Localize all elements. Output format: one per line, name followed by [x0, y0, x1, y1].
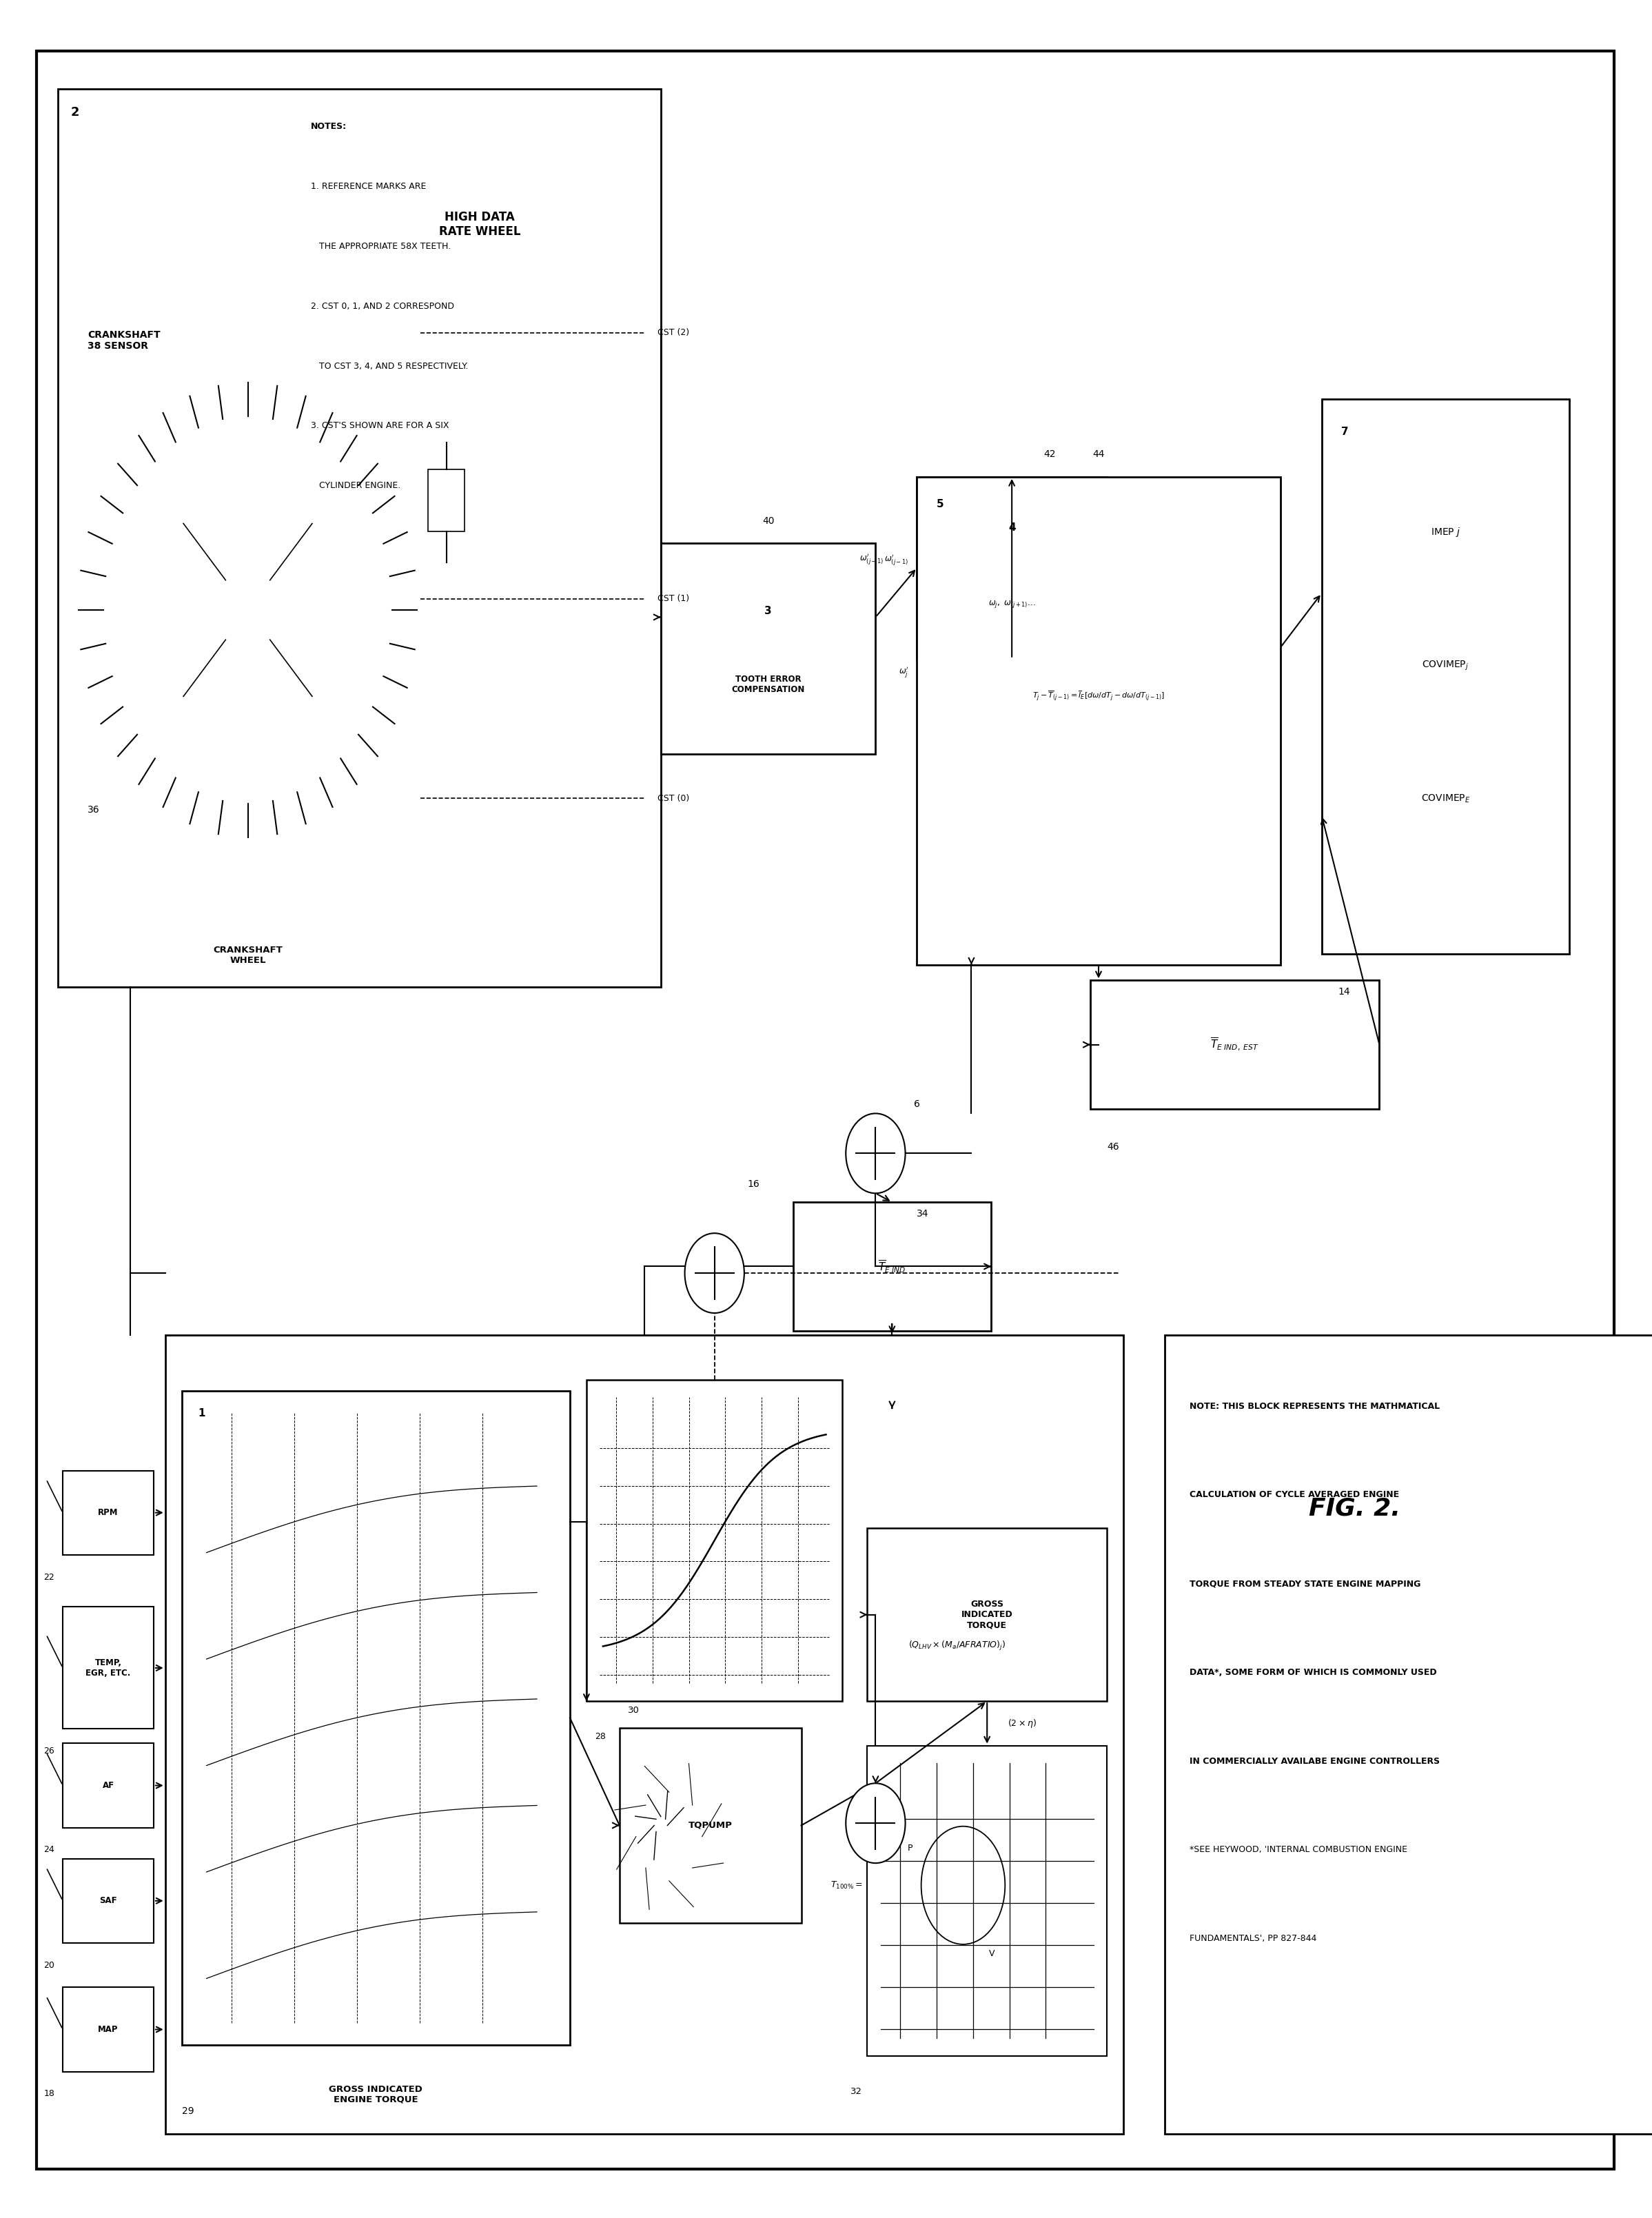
Bar [917, 477, 1280, 965]
Text: TO CST 3, 4, AND 5 RESPECTIVELY.: TO CST 3, 4, AND 5 RESPECTIVELY. [311, 362, 469, 370]
Text: 30: 30 [628, 1706, 639, 1715]
Text: $(Q_{LHV}\times(M_a/AFRATIO)_j)$: $(Q_{LHV}\times(M_a/AFRATIO)_j)$ [909, 1639, 1006, 1652]
Text: 34: 34 [917, 1209, 928, 1218]
Text: 3: 3 [765, 606, 771, 617]
Text: TOOTH ERROR
COMPENSATION: TOOTH ERROR COMPENSATION [732, 674, 805, 694]
Text: NOTES:: NOTES: [311, 122, 347, 131]
Text: 46: 46 [1107, 1142, 1118, 1151]
Bar [63, 1743, 154, 1828]
Bar [63, 1606, 154, 1730]
Text: 42: 42 [1044, 450, 1056, 459]
Text: CST (1): CST (1) [657, 594, 689, 603]
Text: $\omega_j,\ \omega_{(j+1)}$...: $\omega_j,\ \omega_{(j+1)}$... [988, 599, 1036, 610]
Text: 29: 29 [182, 2107, 193, 2116]
Text: *SEE HEYWOOD, 'INTERNAL COMBUSTION ENGINE: *SEE HEYWOOD, 'INTERNAL COMBUSTION ENGIN… [1189, 1845, 1408, 1854]
Text: 7: 7 [1341, 428, 1348, 437]
Text: 16: 16 [748, 1180, 760, 1189]
Text: 4: 4 [1008, 523, 1016, 532]
Text: 20: 20 [43, 1961, 55, 1970]
Text: $\overline{T}_{E\ IND,\ EST}$: $\overline{T}_{E\ IND,\ EST}$ [1211, 1036, 1259, 1054]
Bar [63, 1471, 154, 1555]
Text: HIGH DATA
RATE WHEEL: HIGH DATA RATE WHEEL [439, 211, 520, 237]
Text: DATA*, SOME FORM OF WHICH IS COMMONLY USED: DATA*, SOME FORM OF WHICH IS COMMONLY US… [1189, 1668, 1437, 1677]
Bar [1322, 399, 1569, 954]
Bar [867, 1746, 1107, 2056]
Bar [58, 89, 661, 987]
Text: TEMP,
EGR, ETC.: TEMP, EGR, ETC. [86, 1659, 131, 1677]
Bar [1165, 1335, 1652, 2134]
Text: COVIMEP$_j$: COVIMEP$_j$ [1422, 659, 1469, 672]
Bar [182, 1391, 570, 2045]
Text: TQPUMP: TQPUMP [689, 1821, 732, 1830]
Bar [867, 1528, 1107, 1701]
Text: CRANKSHAFT
WHEEL: CRANKSHAFT WHEEL [213, 945, 282, 965]
Text: GROSS
INDICATED
TORQUE: GROSS INDICATED TORQUE [961, 1599, 1013, 1630]
Text: CST (0): CST (0) [657, 794, 689, 803]
Bar [63, 1987, 154, 2072]
Text: $\overline{T}_{E\ IND}$: $\overline{T}_{E\ IND}$ [879, 1260, 905, 1273]
Text: COVIMEP$_E$: COVIMEP$_E$ [1421, 792, 1470, 805]
Text: 1: 1 [198, 1408, 205, 1420]
Bar [661, 543, 876, 754]
Text: THE APPROPRIATE 58X TEETH.: THE APPROPRIATE 58X TEETH. [311, 242, 451, 251]
Text: 40: 40 [762, 517, 775, 526]
Bar [586, 1380, 843, 1701]
Text: $\omega_j'$: $\omega_j'$ [899, 665, 909, 679]
Text: 18: 18 [43, 2089, 55, 2098]
Text: 5: 5 [937, 499, 943, 510]
Text: 2. CST 0, 1, AND 2 CORRESPOND: 2. CST 0, 1, AND 2 CORRESPOND [311, 302, 454, 311]
Circle shape [846, 1783, 905, 1863]
Text: FIG. 2.: FIG. 2. [1308, 1497, 1401, 1519]
Text: CST (2): CST (2) [657, 328, 689, 337]
Text: 26: 26 [43, 1748, 55, 1757]
Text: 24: 24 [43, 1845, 55, 1854]
Bar [165, 1335, 1123, 2134]
Bar [428, 468, 464, 530]
Text: IMEP $j$: IMEP $j$ [1431, 526, 1460, 539]
Bar [793, 1202, 991, 1331]
Circle shape [686, 1233, 743, 1313]
Text: $T_j - \overline{T}_{(j-1)} = \overline{I}_E[d\omega/dT_j - d\omega/dT_{(j-1)}]$: $T_j - \overline{T}_{(j-1)} = \overline{… [1032, 690, 1165, 703]
Text: 14: 14 [1338, 987, 1350, 996]
Text: 28: 28 [595, 1732, 606, 1741]
Text: $T_{100\%}=$: $T_{100\%}=$ [831, 1881, 862, 1890]
Text: 6: 6 [914, 1100, 920, 1109]
Text: CALCULATION OF CYCLE AVERAGED ENGINE: CALCULATION OF CYCLE AVERAGED ENGINE [1189, 1490, 1399, 1499]
Text: NOTE: THIS BLOCK REPRESENTS THE MATHMATICAL: NOTE: THIS BLOCK REPRESENTS THE MATHMATI… [1189, 1402, 1439, 1411]
Text: V: V [990, 1950, 995, 1958]
Text: RPM: RPM [97, 1508, 119, 1517]
Text: $(2\times\eta)$: $(2\times\eta)$ [1008, 1717, 1036, 1730]
Text: IN COMMERCIALLY AVAILABE ENGINE CONTROLLERS: IN COMMERCIALLY AVAILABE ENGINE CONTROLL… [1189, 1757, 1439, 1766]
Text: MAP: MAP [97, 2025, 119, 2034]
Text: GROSS INDICATED
ENGINE TORQUE: GROSS INDICATED ENGINE TORQUE [329, 2085, 423, 2105]
Bar [1090, 980, 1379, 1109]
Text: 44: 44 [1092, 450, 1105, 459]
Text: CRANKSHAFT
38 SENSOR: CRANKSHAFT 38 SENSOR [88, 330, 160, 350]
Text: $\omega_{(j-1)}'$: $\omega_{(j-1)}'$ [859, 552, 884, 566]
Text: 36: 36 [88, 805, 99, 814]
Circle shape [846, 1113, 905, 1193]
Text: SAF: SAF [99, 1896, 117, 1905]
Text: 1. REFERENCE MARKS ARE: 1. REFERENCE MARKS ARE [311, 182, 426, 191]
Text: 22: 22 [43, 1573, 55, 1581]
Text: $\omega_{(j-1)}'$: $\omega_{(j-1)}'$ [884, 552, 909, 568]
Text: AF: AF [102, 1781, 114, 1790]
Bar [917, 477, 1107, 659]
Bar [63, 1859, 154, 1943]
Text: FUNDAMENTALS', PP 827-844: FUNDAMENTALS', PP 827-844 [1189, 1934, 1317, 1943]
Text: 2: 2 [71, 106, 79, 120]
Bar [620, 1728, 801, 1923]
Text: 3. CST'S SHOWN ARE FOR A SIX: 3. CST'S SHOWN ARE FOR A SIX [311, 421, 449, 430]
Text: TORQUE FROM STEADY STATE ENGINE MAPPING: TORQUE FROM STEADY STATE ENGINE MAPPING [1189, 1579, 1421, 1588]
Text: CYLINDER ENGINE.: CYLINDER ENGINE. [311, 481, 401, 490]
Text: P: P [909, 1843, 914, 1852]
Text: 32: 32 [851, 2087, 862, 2096]
